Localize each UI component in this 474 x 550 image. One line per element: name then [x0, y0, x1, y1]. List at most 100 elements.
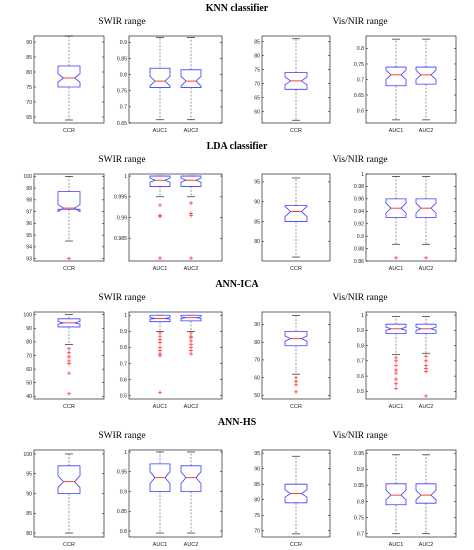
notched-box: [57, 191, 81, 213]
plot-frame: [261, 311, 331, 400]
panel: 80 85 90 95 100 CCR: [23, 449, 105, 548]
notched-box: [415, 66, 437, 85]
section-title: ANN-HS: [218, 417, 257, 428]
y-tick-label: 100: [23, 452, 32, 458]
y-tick-label: 80: [254, 498, 260, 504]
y-tick-label: 80: [26, 340, 32, 346]
panel: 70 75 80 85 90 95 CCR: [254, 449, 331, 548]
box-ccr: CCR: [284, 315, 308, 410]
outlier-marker: [294, 375, 298, 380]
y-tick-label: 0.8: [120, 529, 127, 535]
section-2: ANN-ICA SWIR range Vis/NIR range 40 50 60 70 80…: [23, 279, 457, 410]
y-tick-label: 0.7: [357, 532, 364, 538]
y-tick-label: 1: [361, 172, 364, 178]
y-tick-label: 70: [254, 82, 260, 88]
plot-frame: [365, 35, 457, 124]
outlier-marker: [294, 389, 298, 394]
y-tick-label: 95: [254, 451, 260, 457]
plot-frame: [365, 449, 457, 538]
box-ccr: CCR: [57, 453, 81, 548]
notched-box: [385, 198, 407, 218]
notched-box: [385, 323, 407, 334]
category-label: AUC2: [419, 542, 434, 548]
outlier-marker: [394, 363, 398, 368]
y-tick-label: 85: [254, 482, 260, 488]
y-tick-label: 0.95: [117, 470, 127, 476]
y-tick-label: 70: [26, 353, 32, 359]
notched-box: [385, 66, 407, 87]
category-label: AUC2: [419, 128, 434, 134]
notched-box: [284, 483, 308, 504]
panel: 0.5 0.6 0.7 0.8 0.9 1 AUC1 AUC2: [120, 311, 223, 410]
panel: 80 85 90 95 CCR: [254, 173, 331, 272]
box-ccr: CCR: [284, 455, 308, 548]
y-tick-label: 0.95: [354, 451, 364, 457]
y-tick-label: 95: [254, 180, 260, 186]
y-tick-label: 90: [26, 40, 32, 46]
outlier-marker: [424, 393, 428, 398]
y-tick-label: 65: [254, 96, 260, 102]
panel: 0.8 0.85 0.9 0.95 1 AUC1 AUC2: [117, 449, 223, 548]
y-tick-label: 0.98: [354, 184, 364, 190]
outlier-marker: [158, 203, 162, 208]
range-title: Vis/NIR range: [332, 431, 387, 441]
y-tick-label: 70: [254, 529, 260, 535]
category-label: CCR: [290, 404, 302, 410]
y-tick-label: 100: [23, 174, 32, 180]
outlier-marker: [394, 386, 398, 391]
y-tick-label: 80: [254, 340, 260, 346]
outlier-marker: [158, 353, 162, 358]
y-tick-label: 99: [26, 186, 32, 192]
outlier-marker: [67, 350, 71, 355]
section-title: LDA classifier: [207, 141, 268, 152]
panel: 0.7 0.75 0.8 0.85 0.9 0.95 AUC1 AUC2: [354, 449, 457, 548]
y-tick-label: 85: [26, 55, 32, 61]
category-label: CCR: [290, 542, 302, 548]
outlier-marker: [394, 371, 398, 376]
box-ccr: CCR: [284, 38, 308, 134]
box-auc2: AUC2: [415, 454, 437, 548]
plot-frame: [261, 173, 331, 262]
notched-box: [57, 65, 81, 88]
y-tick-label: 0.9: [120, 40, 127, 46]
y-tick-label: 80: [26, 531, 32, 537]
outlier-marker: [158, 214, 162, 219]
notched-box: [284, 72, 308, 90]
y-tick-label: 65: [26, 115, 32, 121]
plot-frame: [365, 311, 457, 400]
box-ccr: CCR: [284, 177, 308, 272]
y-tick-label: 0.9: [357, 467, 364, 473]
panel: 0.65 0.7 0.75 0.8 0.85 0.9 AUC1 AUC2: [117, 35, 223, 134]
y-tick-label: 50: [26, 380, 32, 386]
plot-frame: [128, 35, 223, 124]
y-tick-label: 1: [361, 313, 364, 319]
y-tick-label: 60: [254, 110, 260, 116]
notched-box: [180, 175, 202, 187]
section-0: KNN classifier SWIR range Vis/NIR range 65 7…: [26, 3, 457, 134]
y-tick-label: 100: [23, 313, 32, 319]
category-label: AUC2: [419, 404, 434, 410]
outlier-marker: [189, 201, 193, 205]
category-label: AUC2: [184, 542, 199, 548]
y-tick-label: 0.9: [357, 328, 364, 334]
y-tick-label: 0.9: [120, 489, 127, 495]
panel: 0.86 0.88 0.9 0.92 0.94 0.96 0.98 1 AUC1 AUC2: [354, 172, 457, 272]
y-tick-label: 75: [254, 67, 260, 73]
range-title: Vis/NIR range: [332, 293, 387, 303]
section-title: ANN-ICA: [215, 279, 259, 290]
notched-box: [149, 175, 171, 187]
box-ccr: CCR: [57, 314, 81, 410]
y-tick-label: 94: [26, 245, 32, 251]
outlier-marker: [394, 255, 398, 260]
y-tick-label: 90: [254, 322, 260, 328]
panel: 40 50 60 70 80 90 100 CCR: [23, 311, 105, 410]
y-tick-label: 75: [254, 513, 260, 519]
y-tick-label: 90: [254, 199, 260, 205]
outlier-marker: [158, 256, 162, 261]
y-tick-label: 93: [26, 256, 32, 262]
notched-box: [284, 205, 308, 222]
outlier-marker: [394, 377, 398, 382]
box-auc2: AUC2: [415, 316, 437, 410]
y-tick-label: 0.75: [117, 89, 127, 95]
y-tick-label: 70: [254, 358, 260, 364]
